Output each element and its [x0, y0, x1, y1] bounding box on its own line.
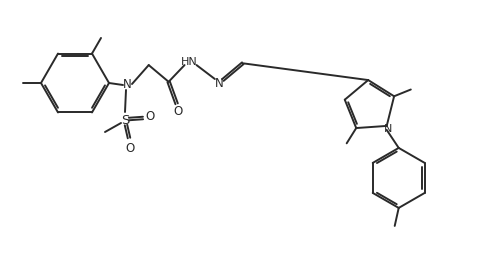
Text: N: N: [215, 77, 223, 91]
Text: N: N: [123, 78, 131, 92]
Text: N: N: [384, 124, 392, 134]
Text: HN: HN: [181, 57, 198, 67]
Text: S: S: [121, 114, 129, 126]
Text: O: O: [145, 110, 154, 124]
Text: O: O: [125, 141, 135, 155]
Text: O: O: [173, 105, 182, 118]
